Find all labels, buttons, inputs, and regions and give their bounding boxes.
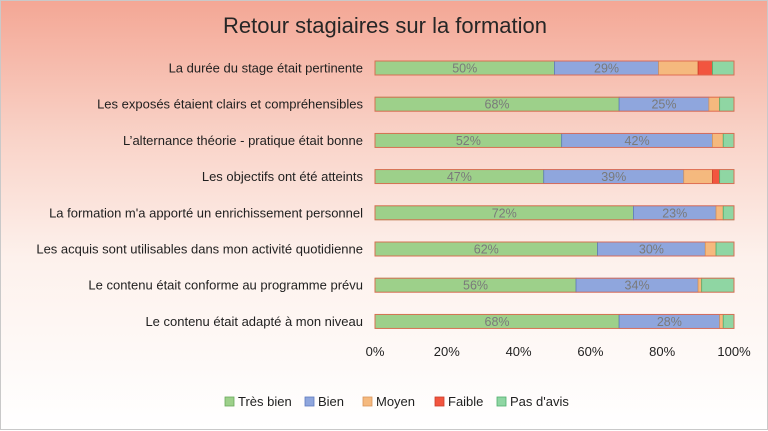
legend-label: Moyen <box>376 394 415 409</box>
x-tick-label: 20% <box>434 344 460 359</box>
data-label: 62% <box>474 243 499 257</box>
bar-segment <box>697 60 713 76</box>
data-label: 50% <box>452 62 477 76</box>
legend-label: Pas d'avis <box>510 394 569 409</box>
bar-outline <box>374 241 735 257</box>
data-label: 56% <box>463 279 488 293</box>
bar-segment <box>712 60 735 76</box>
bar-segment <box>722 132 735 148</box>
data-label: 47% <box>447 170 472 184</box>
data-label: 23% <box>662 206 687 220</box>
category-label: La durée du stage était pertinente <box>169 61 363 76</box>
bar-segment <box>715 241 735 257</box>
bar-segment <box>658 60 699 76</box>
legend-swatch <box>304 396 315 407</box>
bar-segment <box>712 169 721 185</box>
x-tick-label: 60% <box>577 344 603 359</box>
x-axis: 0% 20% 40% 60% 80% 100% <box>366 344 751 359</box>
bar-segment <box>719 313 724 329</box>
x-tick-label: 80% <box>649 344 675 359</box>
legend-swatch <box>434 396 445 407</box>
bar-outline <box>374 313 735 329</box>
bar-segment <box>701 277 735 293</box>
legend-label: Faible <box>448 394 483 409</box>
data-label: 28% <box>657 315 682 329</box>
bar-segment <box>712 132 724 148</box>
bars <box>374 60 735 329</box>
bar-outline <box>374 205 735 221</box>
category-labels: La durée du stage était pertinente Les ex… <box>36 61 363 329</box>
bar-segment <box>719 96 735 112</box>
x-tick-label: 40% <box>506 344 532 359</box>
data-labels: 50% 29% 68% 25% 52% 42% 47% 39% 72% 23% 62% 30% 56% 3… <box>447 62 687 329</box>
bar-outline <box>374 96 735 112</box>
bar-segment <box>722 313 735 329</box>
legend-swatch <box>224 396 235 407</box>
category-label: La formation m'a apporté un enrichisseme… <box>49 205 363 220</box>
category-label: Les exposés étaient clairs et compréhens… <box>97 97 363 112</box>
bar-segment <box>715 205 724 221</box>
bar-segment <box>708 96 721 112</box>
category-label: Le contenu était conforme au programme p… <box>88 278 363 293</box>
bar-segment <box>719 169 735 185</box>
category-label: Les acquis sont utilisables dans mon act… <box>36 242 363 257</box>
bar-outline <box>374 277 735 293</box>
bar-outline <box>374 169 735 185</box>
x-tick-label: 100% <box>717 344 751 359</box>
bar-segment <box>722 205 735 221</box>
data-label: 52% <box>456 134 481 148</box>
data-label: 29% <box>594 62 619 76</box>
data-label: 68% <box>485 98 510 112</box>
category-label: L’alternance théorie - pratique était bo… <box>123 133 363 148</box>
category-label: Le contenu était adapté à mon niveau <box>145 314 363 329</box>
data-label: 42% <box>625 134 650 148</box>
legend: Très bien Bien Moyen Faible Pas d'avis <box>224 394 569 409</box>
bar-outline <box>374 60 735 76</box>
legend-swatch <box>362 396 373 407</box>
bar-segment <box>697 277 703 293</box>
data-label: 68% <box>485 315 510 329</box>
bar-segment <box>683 169 713 185</box>
bar-segment <box>704 241 717 257</box>
chart-title: Retour stagiaires sur la formation <box>222 13 548 38</box>
category-label: Les objectifs ont été atteints <box>202 169 364 184</box>
data-label: 39% <box>601 170 626 184</box>
x-tick-label: 0% <box>366 344 385 359</box>
data-label: 30% <box>639 243 664 257</box>
legend-label: Très bien <box>238 394 292 409</box>
data-label: 25% <box>651 98 676 112</box>
bar-outline <box>374 132 735 148</box>
legend-swatch <box>496 396 507 407</box>
data-label: 34% <box>625 279 650 293</box>
data-label: 72% <box>492 206 517 220</box>
legend-label: Bien <box>318 394 344 409</box>
